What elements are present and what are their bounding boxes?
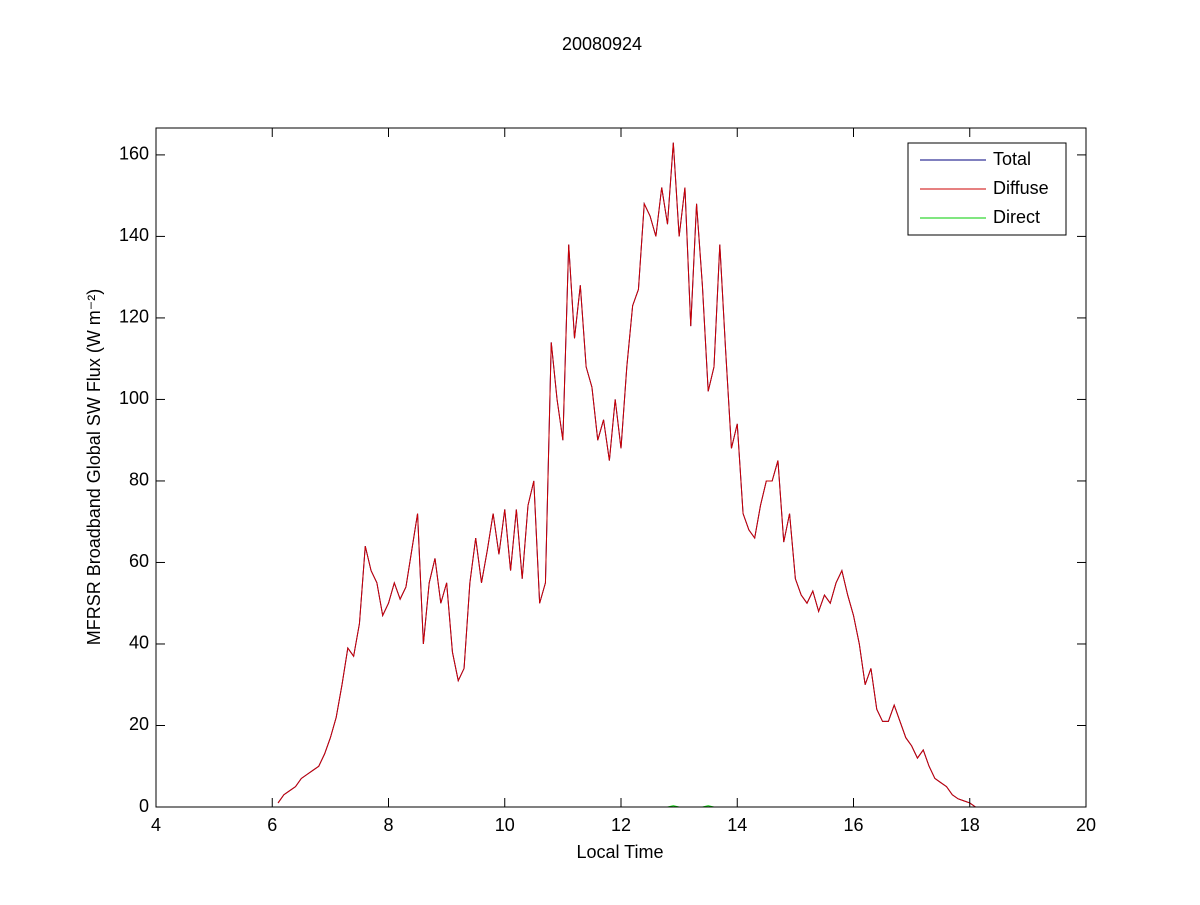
x-tick-label: 14 [727, 815, 747, 835]
x-tick-label: 10 [495, 815, 515, 835]
y-tick-label: 0 [139, 796, 149, 816]
y-tick-label: 160 [119, 144, 149, 164]
x-tick-label: 8 [383, 815, 393, 835]
y-tick-label: 20 [129, 714, 149, 734]
x-tick-label: 16 [843, 815, 863, 835]
chart-title: 20080924 [562, 34, 642, 54]
legend-label: Total [993, 149, 1031, 169]
x-tick-label: 20 [1076, 815, 1096, 835]
x-tick-label: 6 [267, 815, 277, 835]
series-line [277, 142, 976, 808]
x-tick-label: 4 [151, 815, 161, 835]
y-axis-label: MFRSR Broadband Global SW Flux (W m⁻²) [84, 289, 104, 646]
x-axis-label: Local Time [576, 842, 663, 862]
x-tick-label: 12 [611, 815, 631, 835]
y-tick-label: 40 [129, 633, 149, 653]
x-tick-label: 18 [960, 815, 980, 835]
legend-label: Diffuse [993, 178, 1049, 198]
legend-label: Direct [993, 207, 1040, 227]
y-tick-label: 60 [129, 551, 149, 571]
y-tick-label: 140 [119, 225, 149, 245]
y-tick-label: 120 [119, 307, 149, 327]
y-tick-label: 100 [119, 388, 149, 408]
y-tick-label: 80 [129, 470, 149, 490]
